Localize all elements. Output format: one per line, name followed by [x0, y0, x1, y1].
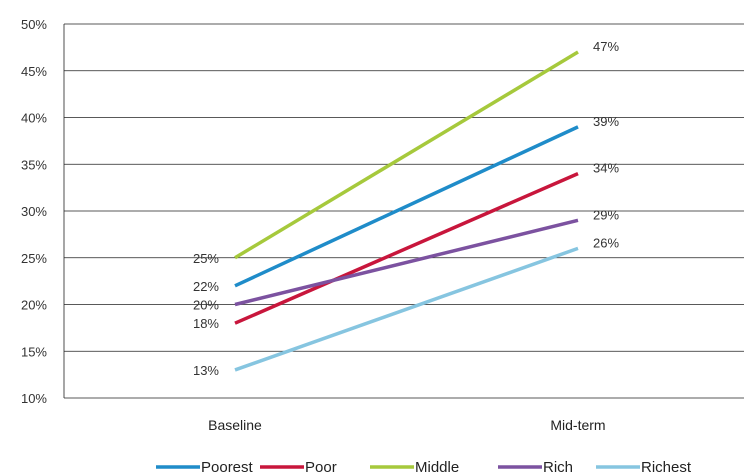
data-label-poor-midterm: 34%: [593, 161, 619, 176]
legend-label-rich: Rich: [543, 459, 573, 476]
y-axis-ticks: 10% 15% 20% 25% 30% 35% 40% 45% 50%: [21, 17, 47, 406]
y-tick-label: 25%: [21, 251, 47, 266]
data-label-poor-baseline: 18%: [193, 316, 219, 331]
series-line-middle: [234, 50, 579, 260]
data-label-middle-midterm: 47%: [593, 39, 619, 54]
series-lines: [234, 50, 579, 372]
x-category-label: Mid-term: [550, 417, 605, 433]
data-label-middle-baseline: 25%: [193, 251, 219, 266]
y-tick-label: 35%: [21, 157, 47, 172]
y-tick-label: 40%: [21, 111, 47, 126]
data-label-richest-midterm: 26%: [593, 235, 619, 250]
y-tick-label: 15%: [21, 344, 47, 359]
legend-label-poorest: Poorest: [201, 459, 254, 476]
series-line-rich: [234, 218, 579, 307]
data-label-richest-baseline: 13%: [193, 363, 219, 378]
legend: Poorest Poor Middle Rich Richest: [156, 459, 692, 476]
data-labels: 22% 39% 18% 34% 25% 47% 20% 29% 13% 26%: [193, 39, 619, 378]
y-tick-label: 20%: [21, 298, 47, 313]
legend-label-middle: Middle: [415, 459, 459, 476]
data-label-poorest-baseline: 22%: [193, 279, 219, 294]
legend-label-poor: Poor: [305, 459, 337, 476]
data-label-rich-baseline: 20%: [193, 298, 219, 313]
series-line-poorest: [234, 125, 579, 288]
y-tick-label: 10%: [21, 391, 47, 406]
series-line-richest: [234, 246, 579, 372]
y-tick-label: 50%: [21, 17, 47, 32]
y-tick-label: 30%: [21, 204, 47, 219]
gridlines: [63, 23, 744, 399]
data-label-poorest-midterm: 39%: [593, 114, 619, 129]
legend-label-richest: Richest: [641, 459, 692, 476]
data-label-rich-midterm: 29%: [593, 207, 619, 222]
x-category-label: Baseline: [208, 417, 262, 433]
series-line-poor: [234, 171, 579, 325]
x-axis-categories: Baseline Mid-term: [208, 417, 605, 433]
y-tick-label: 45%: [21, 64, 47, 79]
